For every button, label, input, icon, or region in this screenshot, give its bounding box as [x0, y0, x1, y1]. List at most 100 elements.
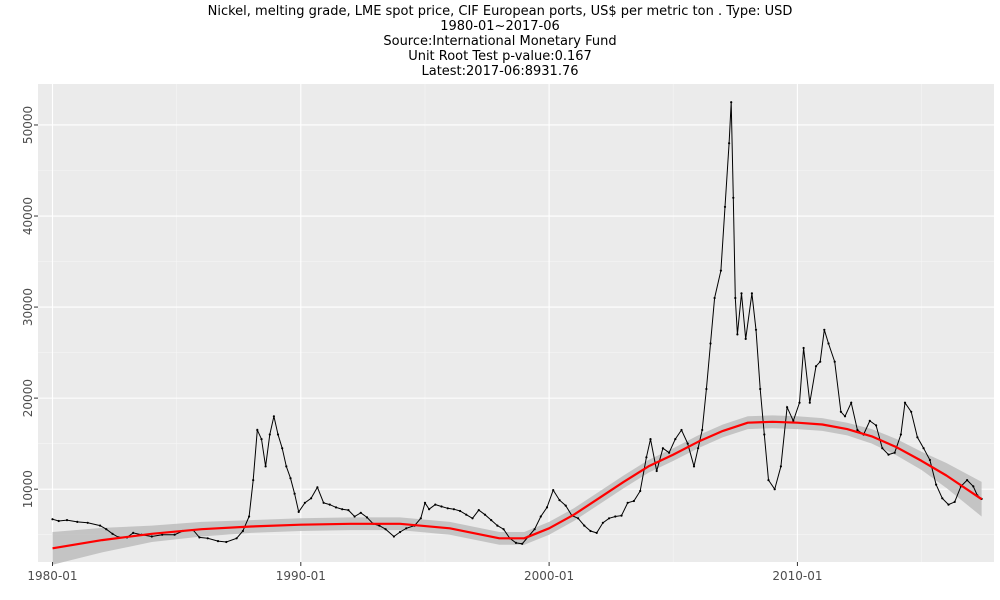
y-tick-label: 40000 — [21, 197, 35, 235]
price-point — [786, 406, 789, 409]
price-point — [111, 532, 114, 535]
price-point — [353, 515, 356, 518]
price-point — [65, 519, 69, 522]
price-point — [405, 527, 408, 530]
price-point — [719, 269, 723, 272]
price-point — [558, 499, 561, 502]
price-point — [814, 365, 818, 368]
axes-layer: 1980-01 1990-01 2000-01 2010-01 10000 20000 30… — [21, 106, 822, 583]
grid-major — [38, 84, 994, 562]
price-point — [608, 517, 611, 520]
price-point — [728, 142, 731, 145]
price-point — [767, 479, 770, 482]
price-point — [465, 513, 468, 516]
price-point — [620, 514, 623, 517]
chart-subtitle-unit-root: Unit Root Test p-value:0.167 — [408, 49, 592, 64]
price-point — [928, 458, 932, 462]
price-point — [802, 346, 805, 350]
price-point — [564, 504, 567, 507]
y-tick-label: 10000 — [21, 470, 35, 508]
smooth-confidence-band-layer — [52, 415, 982, 565]
y-tick-label: 30000 — [21, 288, 35, 326]
price-point — [514, 541, 518, 545]
price-point — [910, 410, 913, 413]
chart-title-block: Nickel, melting grade, LME spot price, C… — [0, 4, 1000, 79]
price-point — [736, 333, 739, 336]
price-point — [798, 401, 801, 404]
price-series-line — [52, 102, 982, 545]
price-point — [384, 528, 387, 531]
price-point — [730, 101, 733, 104]
price-point — [808, 401, 811, 404]
price-point — [839, 410, 843, 413]
price-point — [754, 328, 758, 331]
price-point — [446, 507, 449, 510]
price-point — [483, 513, 487, 516]
price-point — [303, 501, 306, 504]
price-point — [649, 438, 652, 441]
price-point — [709, 342, 712, 345]
price-point — [378, 524, 381, 527]
price-point — [105, 528, 108, 531]
smooth-series-line — [52, 420, 983, 550]
price-point — [595, 531, 598, 535]
price-point — [206, 537, 209, 540]
price-point — [680, 428, 683, 432]
x-tick-label: 1990-01 — [276, 569, 326, 583]
price-point — [150, 535, 153, 538]
price-point — [632, 499, 636, 503]
price-point — [552, 489, 555, 492]
price-point — [347, 509, 350, 512]
price-point — [639, 489, 642, 493]
price-point — [614, 515, 617, 518]
price-point — [953, 500, 956, 503]
price-point — [272, 415, 275, 418]
price-point — [655, 469, 658, 473]
price-point — [235, 537, 238, 540]
price-point — [241, 529, 244, 533]
y-tick-label: 20000 — [21, 379, 35, 417]
price-point — [692, 465, 696, 468]
chart-subtitle-date-range: 1980-01~2017-06 — [440, 19, 560, 34]
price-point — [264, 465, 267, 468]
price-point — [827, 342, 830, 345]
price-point — [268, 433, 271, 436]
price-point — [903, 401, 907, 404]
price-point — [713, 296, 716, 300]
price-point — [734, 296, 737, 300]
price-point — [697, 447, 700, 450]
price-point — [705, 387, 708, 391]
price-point — [819, 360, 822, 363]
price-point — [502, 528, 505, 531]
price-point — [947, 503, 950, 506]
price-point — [173, 533, 176, 536]
price-point — [423, 501, 427, 504]
price-point — [341, 508, 344, 511]
price-point — [966, 479, 969, 482]
price-point — [935, 483, 938, 486]
price-point — [645, 456, 648, 459]
price-point — [875, 424, 878, 427]
x-tick-label: 2010-01 — [772, 569, 822, 583]
price-point — [198, 536, 201, 539]
chart-title: Nickel, melting grade, LME spot price, C… — [207, 4, 793, 19]
price-point — [881, 447, 884, 450]
price-point — [545, 506, 549, 509]
price-point — [577, 517, 580, 520]
price-point — [260, 438, 263, 441]
price-point — [744, 337, 747, 340]
price-point — [297, 510, 300, 513]
smooth-confidence-band — [52, 415, 982, 565]
price-point — [316, 486, 319, 489]
price-point — [521, 542, 524, 545]
price-point — [850, 401, 853, 404]
price-point — [626, 501, 629, 504]
price-point — [661, 447, 665, 450]
price-point — [289, 477, 292, 480]
price-point — [419, 517, 422, 520]
price-point — [740, 292, 743, 295]
price-point — [583, 524, 586, 527]
price-point — [452, 508, 455, 511]
price-point — [732, 196, 735, 199]
price-point — [868, 419, 871, 422]
